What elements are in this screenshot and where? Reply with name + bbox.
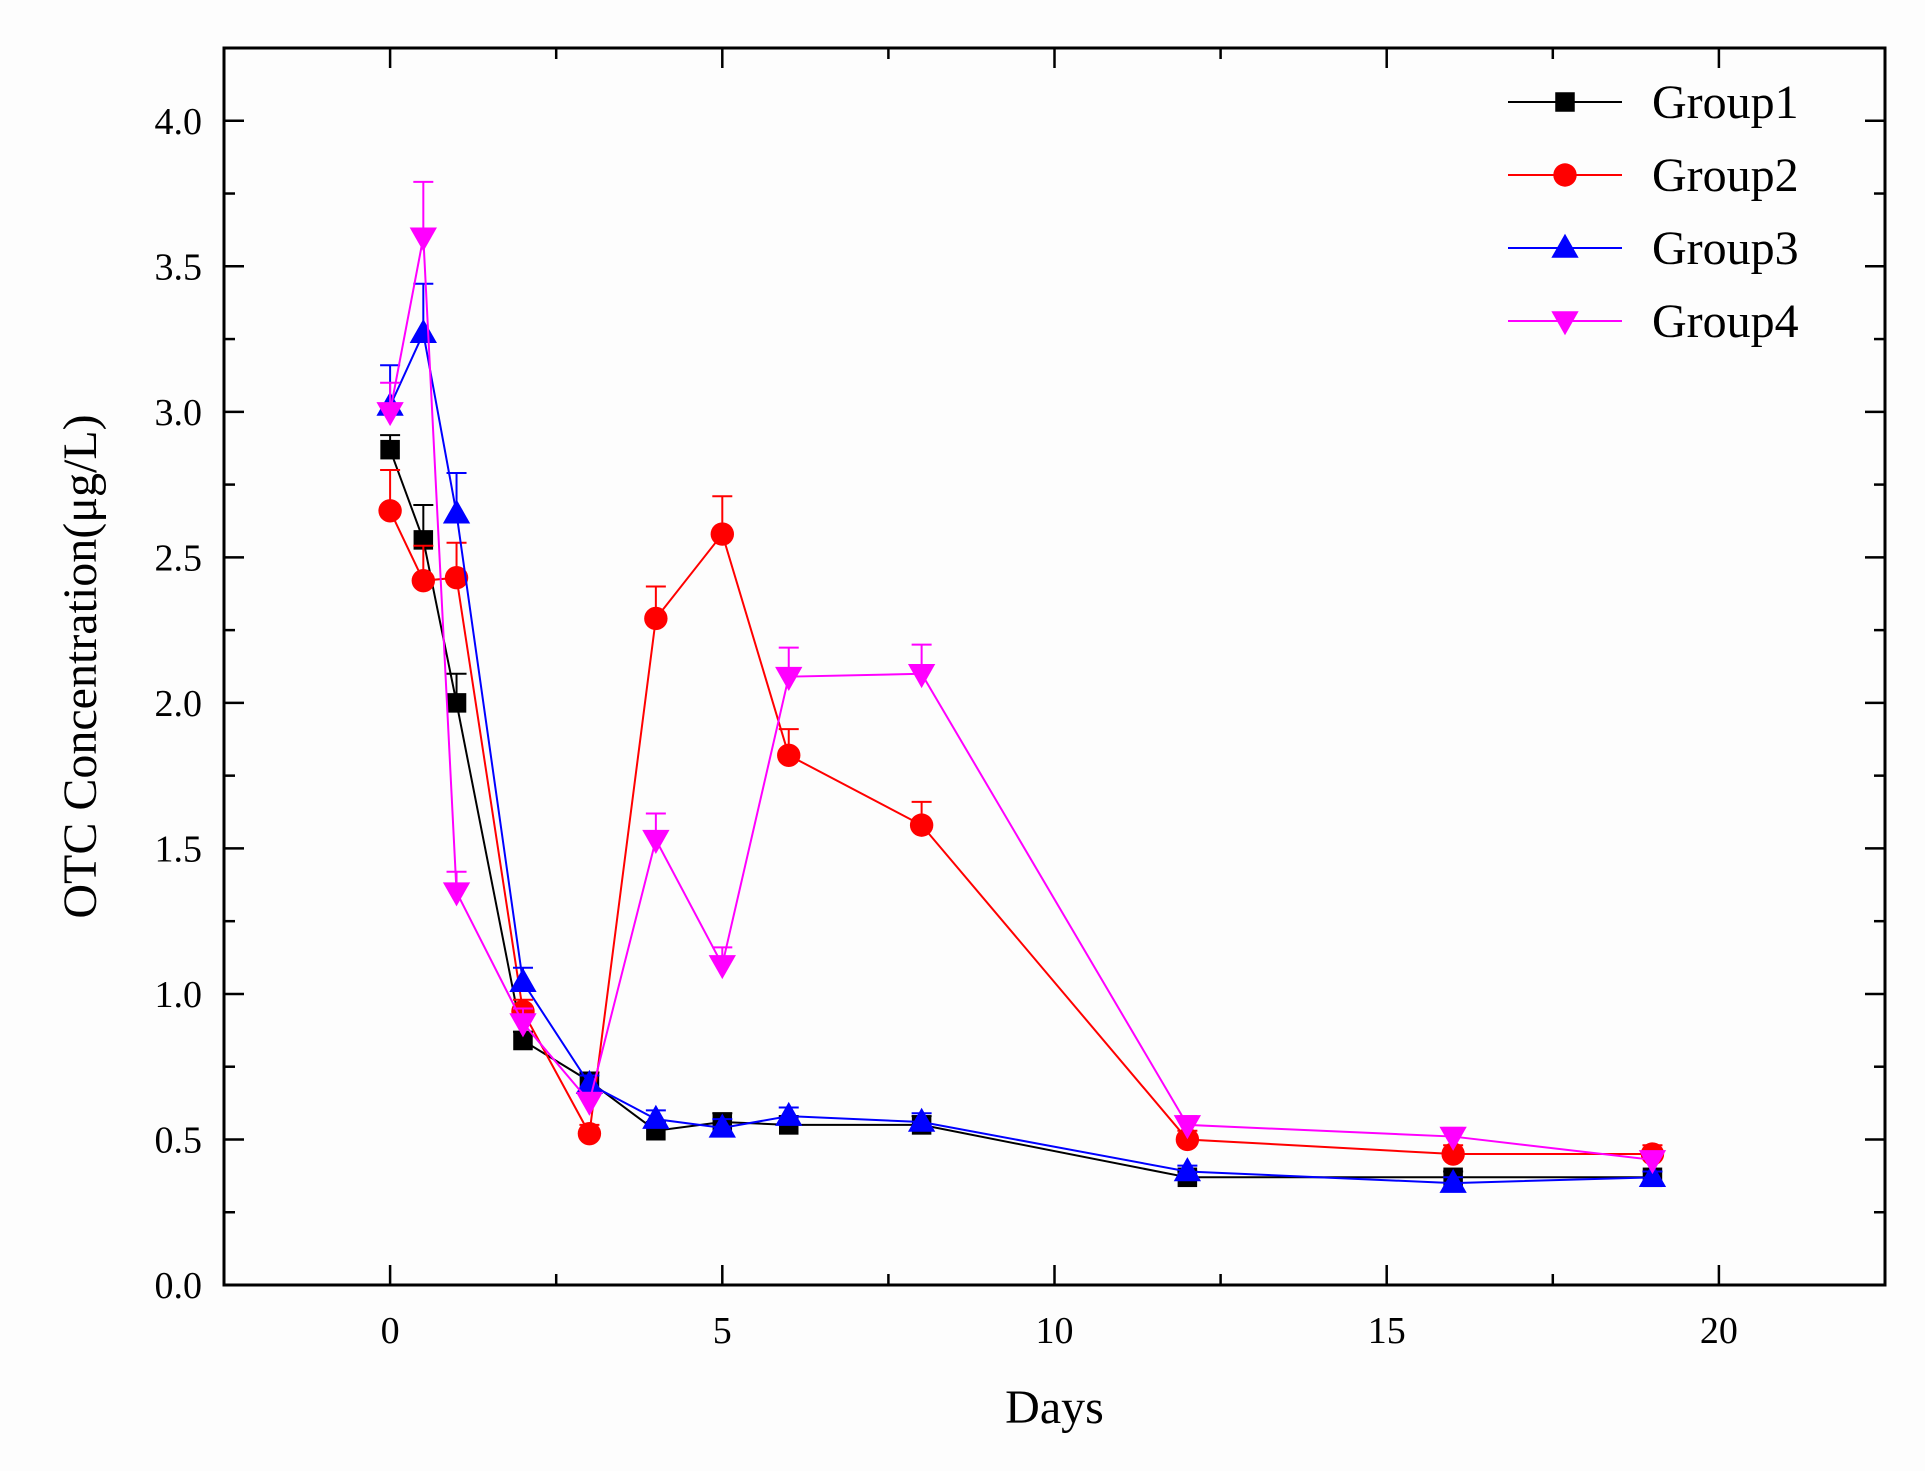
data-point xyxy=(409,227,437,252)
series-line xyxy=(389,510,1653,1156)
x-axis-ticks: 0 5 10 15 20 xyxy=(222,48,1887,1352)
data-point xyxy=(509,967,537,993)
legend-item-group3: Group3 xyxy=(1508,222,1799,275)
y-tick-label: 3.0 xyxy=(155,392,203,434)
legend-marker xyxy=(1551,311,1579,336)
data-point xyxy=(446,693,467,713)
y-axis-ticks: 0.0 0.5 1.0 1.5 2.0 2.5 3.0 3.5 4.0 xyxy=(155,46,1885,1307)
legend-marker xyxy=(1553,163,1577,187)
data-point xyxy=(1439,1126,1467,1151)
data-point xyxy=(411,568,436,593)
legend-marker xyxy=(1551,233,1579,258)
data-point xyxy=(409,318,437,343)
data-point xyxy=(1441,1142,1465,1166)
data-point xyxy=(907,664,936,689)
data-point xyxy=(442,882,471,907)
data-point xyxy=(1638,1150,1667,1175)
legend-label: Group1 xyxy=(1652,76,1799,129)
data-point xyxy=(513,1030,533,1051)
data-point xyxy=(577,1121,602,1146)
data-point xyxy=(708,1113,736,1138)
data-point xyxy=(644,606,668,631)
series-group4 xyxy=(376,180,1667,1175)
y-tick-label: 3.5 xyxy=(155,246,203,288)
y-tick-label: 1.5 xyxy=(155,828,203,870)
series-line xyxy=(389,329,1653,1185)
data-point xyxy=(642,1104,670,1129)
y-tick-label: 1.0 xyxy=(155,974,203,1016)
data-point xyxy=(1638,1163,1667,1188)
data-point xyxy=(775,1101,803,1126)
y-tick-label: 0.5 xyxy=(155,1119,203,1161)
data-point xyxy=(777,743,801,767)
data-point xyxy=(708,955,736,980)
series-line xyxy=(389,237,1653,1161)
y-tick-label: 2.5 xyxy=(155,537,203,579)
y-tick-label: 4.0 xyxy=(155,101,203,143)
data-point xyxy=(909,813,934,837)
data-point xyxy=(380,439,400,460)
data-point xyxy=(575,1069,604,1094)
legend-item-group2: Group2 xyxy=(1508,149,1799,202)
legend-item-group1: Group1 xyxy=(1508,76,1799,129)
series-line xyxy=(389,449,1653,1179)
data-point xyxy=(710,522,734,546)
legend-marker xyxy=(1555,92,1575,112)
data-point xyxy=(1439,1168,1467,1193)
legend-label: Group3 xyxy=(1652,222,1799,275)
x-tick-label: 10 xyxy=(1036,1310,1074,1352)
legend-label: Group2 xyxy=(1652,149,1799,202)
data-point xyxy=(642,829,670,854)
x-axis-title: Days xyxy=(1005,1381,1104,1434)
data-point xyxy=(907,1107,936,1132)
y-tick-label: 0.0 xyxy=(155,1265,203,1307)
x-tick-label: 15 xyxy=(1368,1310,1406,1352)
series-group xyxy=(376,180,1667,1193)
data-point xyxy=(775,666,803,691)
data-point xyxy=(1175,1127,1200,1152)
legend-item-group4: Group4 xyxy=(1508,295,1799,348)
plot-border xyxy=(222,46,1887,1287)
y-axis-title: OTC Concentration(μg/L) xyxy=(54,414,107,918)
x-tick-label: 0 xyxy=(381,1310,400,1352)
y-tick-label: 2.0 xyxy=(155,683,203,725)
data-point xyxy=(444,566,469,590)
x-tick-label: 5 xyxy=(713,1310,732,1352)
data-point xyxy=(509,1013,537,1038)
series-group1 xyxy=(380,434,1663,1188)
data-point xyxy=(378,499,402,523)
data-point xyxy=(575,1091,604,1116)
x-tick-label: 20 xyxy=(1700,1310,1738,1352)
series-group2 xyxy=(378,469,1665,1166)
legend-label: Group4 xyxy=(1652,295,1799,348)
series-group3 xyxy=(376,282,1667,1193)
data-point xyxy=(1173,1115,1202,1140)
data-point xyxy=(1173,1157,1202,1182)
data-point xyxy=(442,499,471,524)
plot-frame xyxy=(222,46,1887,1287)
data-point xyxy=(376,402,404,427)
legend: Group1 Group2 Group3 Group4 xyxy=(1508,76,1799,348)
